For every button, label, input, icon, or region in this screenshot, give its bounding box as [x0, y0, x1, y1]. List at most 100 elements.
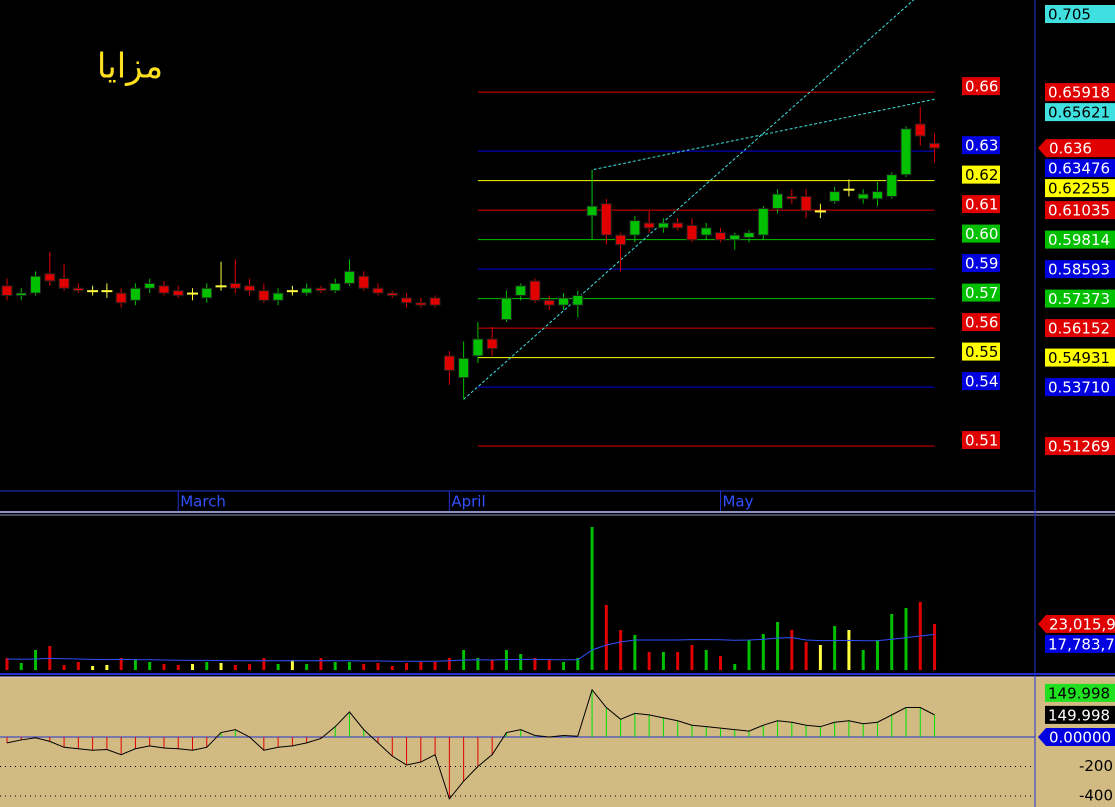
volume-ma-label: 17,783,7: [1048, 635, 1115, 653]
candle-body: [629, 220, 641, 236]
candle-body: [700, 227, 712, 236]
price-label-box: [1038, 139, 1115, 158]
candle-body: [315, 287, 327, 292]
candle-body: [401, 297, 413, 304]
candle-body: [372, 287, 384, 294]
candle-body: [543, 299, 555, 306]
zero-label: 0.00000: [1049, 728, 1111, 746]
level-label: 0.54: [965, 373, 998, 391]
candle-body: [343, 270, 355, 284]
cci-label-box: [1045, 705, 1115, 724]
price-label-box: [1045, 260, 1115, 279]
candle-body: [743, 232, 755, 239]
level-label-box: [962, 342, 1000, 361]
candle-body: [329, 282, 341, 292]
cci-label: 149.998: [1048, 684, 1110, 702]
cci-label: 149.998: [1048, 706, 1110, 724]
level-label: 0.66: [965, 78, 998, 96]
candle-body: [900, 128, 912, 176]
price-label-box: [1045, 289, 1115, 308]
candle-body: [30, 275, 42, 294]
price-label: 0.61035: [1048, 202, 1110, 220]
volume-ma: [6, 633, 935, 662]
candle-body: [871, 191, 883, 200]
candle-body: [686, 224, 698, 241]
candle-body: [857, 193, 869, 200]
level-label-box: [962, 165, 1000, 184]
candle-body: [301, 287, 313, 294]
price-label: 0.53710: [1048, 379, 1110, 397]
candle-body: [757, 208, 769, 236]
candle-body: [572, 294, 584, 306]
x-tick-label: April: [451, 493, 485, 511]
level-label-box: [962, 224, 1000, 243]
level-label: 0.57: [965, 284, 998, 302]
candle-body: [657, 222, 669, 229]
price-label-box: [1045, 230, 1115, 249]
level-label: 0.62: [965, 166, 998, 184]
price-label: 0.65918: [1048, 84, 1110, 102]
price-label-box: [1045, 348, 1115, 367]
candle-body: [829, 191, 841, 202]
candle-body: [429, 297, 441, 306]
candle-body: [486, 338, 498, 350]
candle-body: [158, 285, 170, 294]
candle-body: [814, 210, 826, 213]
level-label-box: [962, 431, 1000, 450]
candle-body: [358, 275, 370, 289]
level-label: 0.63: [965, 137, 998, 155]
chart-title: مزايا: [97, 47, 163, 87]
candle-body: [272, 292, 284, 301]
price-label: 0.636: [1049, 140, 1092, 158]
level-label: 0.56: [965, 314, 998, 332]
candle-body: [258, 290, 270, 301]
price-label-box: [1045, 437, 1115, 456]
candle-body: [615, 234, 627, 246]
candle-body: [201, 287, 213, 299]
candle-body: [843, 188, 855, 191]
candle-body: [58, 278, 70, 289]
cci-line: [6, 688, 935, 800]
candle-body: [443, 355, 455, 371]
candle-body: [786, 195, 798, 200]
candle-body: [386, 292, 398, 296]
level-label-box: [962, 313, 1000, 332]
price-label-box: [1045, 378, 1115, 397]
candle-body: [44, 273, 56, 282]
level-label-box: [962, 283, 1000, 302]
candle-body: [472, 338, 484, 357]
candle-body: [215, 285, 227, 288]
candle-body: [515, 285, 527, 296]
candle-body: [500, 297, 512, 321]
level-label-box: [962, 77, 1000, 96]
volume-label-box: [1038, 614, 1115, 633]
candle-body: [101, 290, 113, 293]
candle-body: [1, 285, 13, 296]
candle-body: [144, 282, 156, 289]
cci-label-box: [1045, 683, 1115, 702]
level-label: 0.51: [965, 432, 998, 450]
price-label: 0.56152: [1048, 320, 1110, 338]
candle-body: [187, 292, 199, 295]
candle-body: [286, 290, 298, 293]
level-label: 0.60: [965, 225, 998, 243]
zero-label-box: [1038, 727, 1115, 746]
y-tick-label: -200: [1079, 757, 1113, 775]
price-label-box: [1045, 201, 1115, 220]
candle-body: [914, 123, 926, 137]
x-tick-label: May: [722, 493, 753, 511]
price-label: 0.62255: [1048, 180, 1110, 198]
candle-body: [129, 287, 141, 301]
candle-body: [87, 290, 99, 293]
candle-body: [929, 142, 941, 149]
level-label-box: [962, 254, 1000, 273]
candle-body: [458, 357, 470, 379]
candle-body: [643, 222, 655, 229]
y-tick-label: -400: [1079, 786, 1113, 804]
candle-body: [586, 205, 598, 217]
level-label: 0.61: [965, 196, 998, 214]
price-label-box: [1045, 5, 1115, 23]
candle-body: [558, 297, 570, 306]
